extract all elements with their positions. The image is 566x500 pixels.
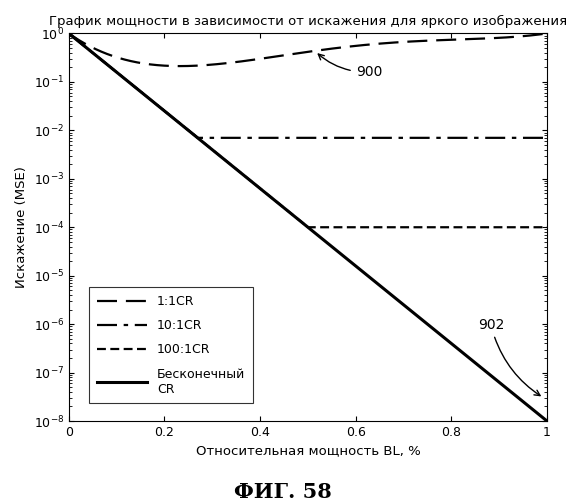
Text: 900: 900 (318, 54, 382, 80)
Legend: 1:1CR, 10:1CR, 100:1CR, Бесконечный
CR: 1:1CR, 10:1CR, 100:1CR, Бесконечный CR (89, 288, 252, 403)
Text: ФИГ. 58: ФИГ. 58 (234, 482, 332, 500)
Text: 902: 902 (478, 318, 540, 396)
Y-axis label: Искажение (MSE): Искажение (MSE) (15, 166, 28, 288)
Title: График мощности в зависимости от искажения для яркого изображения: График мощности в зависимости от искажен… (49, 15, 566, 28)
X-axis label: Относительная мощность BL, %: Относительная мощность BL, % (195, 444, 421, 458)
